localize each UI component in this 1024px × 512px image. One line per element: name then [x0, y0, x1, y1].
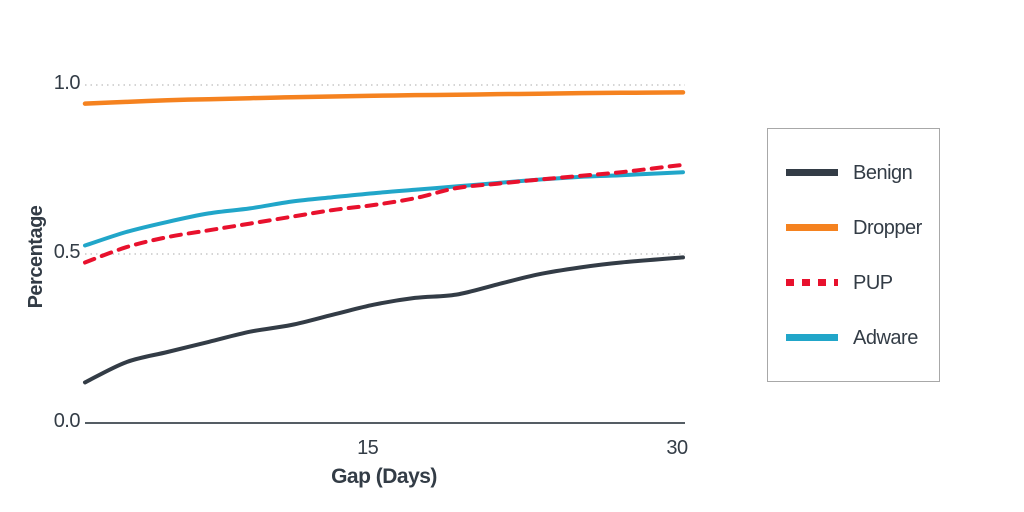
legend: Benign Dropper PUP Adware: [767, 128, 940, 382]
legend-label-adware: Adware: [853, 327, 918, 349]
x-tick-label-15: 15: [357, 437, 379, 459]
legend-label-benign: Benign: [853, 162, 913, 184]
legend-swatch-dropper: [786, 224, 838, 231]
legend-swatch-pup: [786, 279, 838, 286]
legend-item-pup: PUP: [768, 272, 939, 294]
legend-label-dropper: Dropper: [853, 217, 922, 239]
legend-swatch-adware: [786, 334, 838, 341]
x-axis-title: Gap (Days): [331, 465, 437, 488]
legend-item-adware: Adware: [768, 327, 939, 349]
series-line-benign: [83, 255, 685, 385]
series-line-dropper: [82, 90, 686, 106]
legend-swatch-benign: [786, 169, 838, 176]
y-tick-label-0.0: 0.0: [53, 410, 81, 432]
legend-item-dropper: Dropper: [768, 217, 939, 239]
series-line-pup: [83, 162, 685, 265]
y-tick-label-1.0: 1.0: [53, 72, 81, 94]
x-tick-label-30: 30: [666, 437, 688, 459]
y-tick-label-0.5: 0.5: [53, 241, 81, 263]
legend-label-pup: PUP: [853, 272, 893, 294]
legend-item-benign: Benign: [768, 162, 939, 184]
